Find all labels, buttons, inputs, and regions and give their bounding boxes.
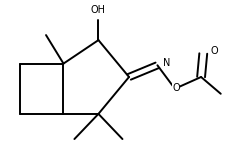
Text: O: O [172,83,180,93]
Text: OH: OH [91,5,106,15]
Text: N: N [163,58,170,68]
Text: O: O [211,46,219,56]
